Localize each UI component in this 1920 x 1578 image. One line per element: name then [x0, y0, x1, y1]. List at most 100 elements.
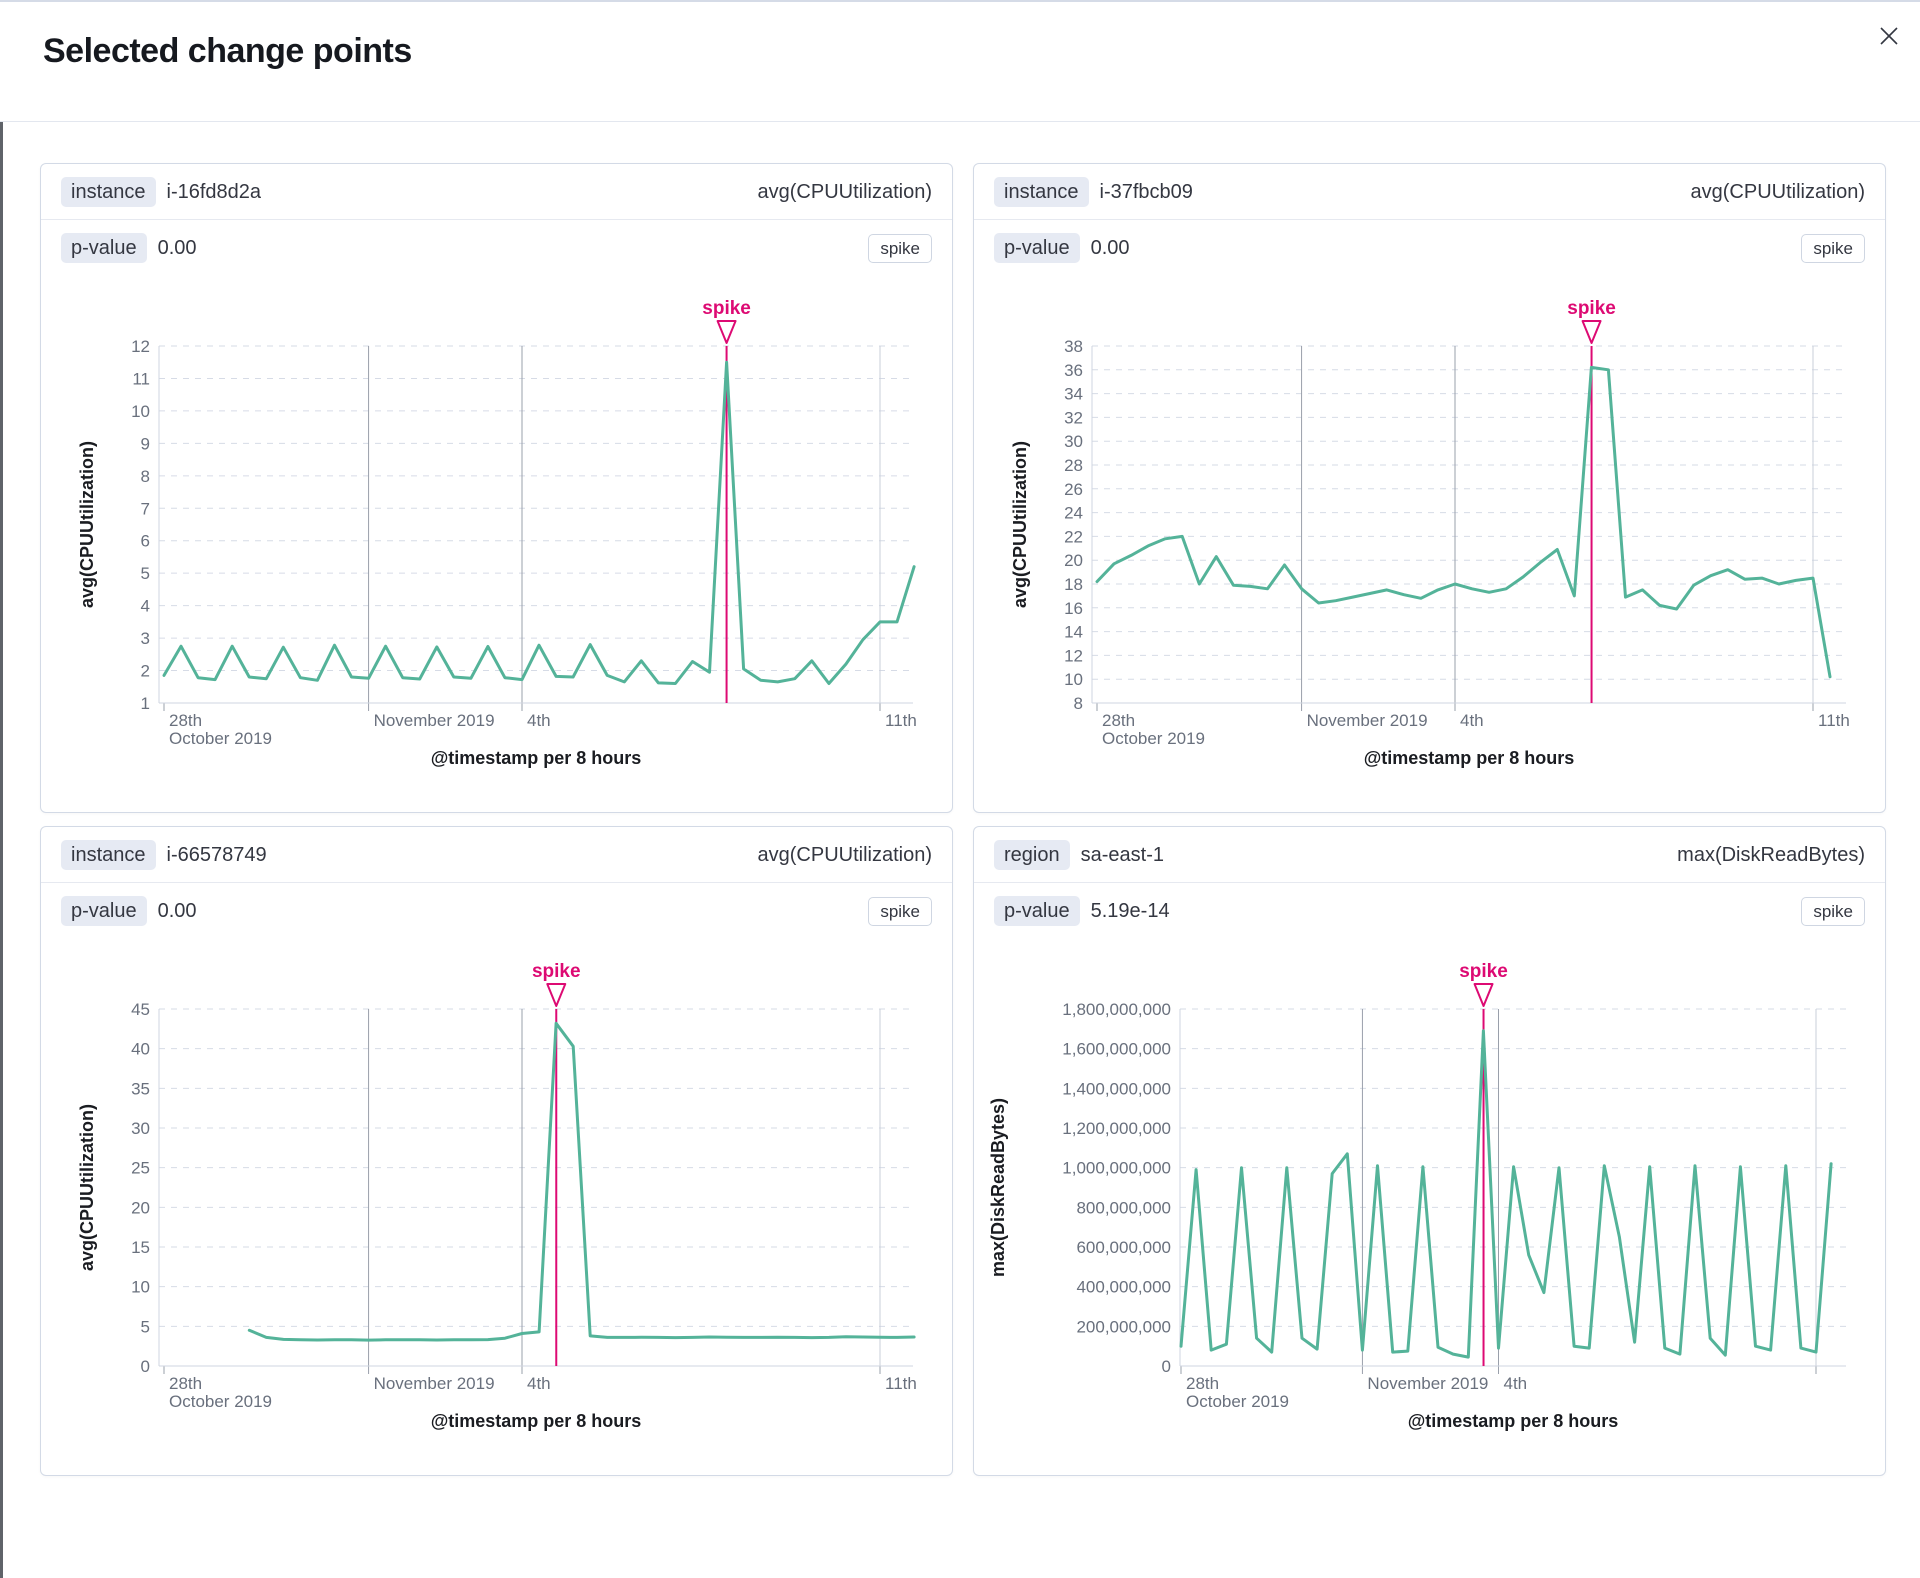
spike-type-chip: spike	[1801, 896, 1865, 926]
pvalue-value: 0.00	[157, 236, 197, 259]
spike-annotation-marker	[546, 983, 567, 1007]
modal-title: Selected change points	[43, 32, 412, 70]
x-axis-title: @timestamp per 8 hours	[1408, 1411, 1619, 1431]
pvalue-value: 0.00	[1090, 236, 1130, 259]
field-badge: instance	[994, 177, 1089, 207]
spike-annotation-marker	[1473, 983, 1494, 1007]
svg-text:36: 36	[1064, 361, 1083, 380]
svg-text:30: 30	[1064, 432, 1083, 451]
metric-label: avg(CPUUtilization)	[757, 180, 933, 203]
svg-text:32: 32	[1064, 408, 1083, 427]
svg-text:20: 20	[131, 1198, 150, 1217]
svg-text:8: 8	[1074, 694, 1083, 713]
svg-text:October 2019: October 2019	[1186, 1392, 1289, 1411]
svg-text:9: 9	[141, 434, 150, 453]
svg-text:1,600,000,000: 1,600,000,000	[1062, 1040, 1171, 1059]
spike-type-chip: spike	[1801, 233, 1865, 263]
svg-text:5: 5	[141, 564, 150, 583]
pvalue-badge: p-value	[994, 233, 1080, 263]
card-divider	[974, 219, 1885, 220]
field-value: i-37fbcb09	[1099, 180, 1193, 203]
svg-text:24: 24	[1064, 504, 1083, 523]
svg-text:18: 18	[1064, 575, 1083, 594]
y-axis-title: avg(CPUUtilization)	[1010, 441, 1030, 608]
svg-text:30: 30	[131, 1119, 150, 1138]
svg-text:7: 7	[141, 499, 150, 518]
svg-text:October 2019: October 2019	[1102, 729, 1205, 748]
svg-text:28: 28	[1064, 456, 1083, 475]
change-point-card-3: region sa-east-1 max(DiskReadBytes) p-va…	[973, 826, 1886, 1476]
card-header-row: instance i-16fd8d2a avg(CPUUtilization)	[41, 164, 952, 219]
axis-lines	[1179, 1009, 1846, 1374]
change-point-card-1: instance i-37fbcb09 avg(CPUUtilization) …	[973, 163, 1886, 813]
svg-text:35: 35	[131, 1079, 150, 1098]
svg-text:1,400,000,000: 1,400,000,000	[1062, 1079, 1171, 1098]
change-point-card-2: instance i-66578749 avg(CPUUtilization) …	[40, 826, 953, 1476]
card-header-row: instance i-37fbcb09 avg(CPUUtilization)	[974, 164, 1885, 219]
card-header-row: region sa-east-1 max(DiskReadBytes)	[974, 827, 1885, 882]
svg-text:1,800,000,000: 1,800,000,000	[1062, 1000, 1171, 1019]
spike-type-chip: spike	[868, 233, 932, 263]
svg-text:10: 10	[131, 1278, 150, 1297]
grid-lines	[1092, 345, 1846, 703]
svg-text:12: 12	[1064, 646, 1083, 665]
field-badge: instance	[61, 177, 156, 207]
x-axis-title: @timestamp per 8 hours	[431, 748, 642, 768]
svg-text:10: 10	[131, 402, 150, 421]
card-pvalue-row: p-value 0.00 spike	[974, 220, 1885, 275]
spike-annotation-marker	[716, 320, 737, 344]
svg-text:5: 5	[141, 1317, 150, 1336]
grid-lines	[159, 1008, 913, 1366]
close-button[interactable]	[1870, 17, 1908, 55]
pvalue-badge: p-value	[61, 896, 147, 926]
svg-text:3: 3	[141, 629, 150, 648]
field-value: i-16fd8d2a	[166, 180, 262, 203]
grid-lines	[159, 345, 913, 703]
svg-text:4th: 4th	[1460, 711, 1484, 730]
svg-text:11th: 11th	[885, 711, 917, 730]
svg-text:November 2019: November 2019	[374, 711, 495, 730]
card-divider	[41, 882, 952, 883]
svg-text:11: 11	[132, 369, 150, 388]
card-pvalue-row: p-value 0.00 spike	[41, 883, 952, 938]
svg-text:2: 2	[141, 662, 150, 681]
background-page-edge	[0, 42, 3, 1578]
svg-text:1,200,000,000: 1,200,000,000	[1062, 1119, 1171, 1138]
svg-text:12: 12	[131, 337, 150, 356]
svg-text:800,000,000: 800,000,000	[1076, 1198, 1171, 1217]
svg-text:16: 16	[1064, 599, 1083, 618]
metric-label: avg(CPUUtilization)	[757, 843, 933, 866]
close-icon	[1880, 27, 1898, 45]
pvalue-value: 5.19e-14	[1090, 899, 1170, 922]
svg-text:0: 0	[1162, 1357, 1171, 1376]
y-axis-title: avg(CPUUtilization)	[77, 441, 97, 608]
svg-text:26: 26	[1064, 480, 1083, 499]
svg-text:1: 1	[141, 694, 150, 713]
card-pvalue-row: p-value 5.19e-14 spike	[974, 883, 1885, 938]
card-header-row: instance i-66578749 avg(CPUUtilization)	[41, 827, 952, 882]
axis-labels: 0 200,000,000 400,000,000 600,000,000 800,00…	[988, 1000, 1618, 1431]
spike-annotation-marker	[1581, 320, 1602, 344]
page-top-edge	[0, 0, 1920, 2]
svg-text:14: 14	[1064, 623, 1083, 642]
svg-text:1,000,000,000: 1,000,000,000	[1062, 1159, 1171, 1178]
svg-text:4th: 4th	[527, 711, 551, 730]
svg-text:October 2019: October 2019	[169, 1392, 272, 1411]
card-divider	[974, 882, 1885, 883]
svg-text:4th: 4th	[1504, 1374, 1528, 1393]
svg-text:4th: 4th	[527, 1374, 551, 1393]
y-axis-title: max(DiskReadBytes)	[988, 1098, 1008, 1277]
y-axis-title: avg(CPUUtilization)	[77, 1104, 97, 1271]
svg-text:40: 40	[131, 1040, 150, 1059]
spike-annotation-label: spike	[702, 298, 751, 319]
spike-type-chip: spike	[868, 896, 932, 926]
svg-text:0: 0	[141, 1357, 150, 1376]
svg-text:November 2019: November 2019	[1307, 711, 1428, 730]
card-pvalue-row: p-value 0.00 spike	[41, 220, 952, 275]
axis-lines	[158, 346, 913, 711]
svg-text:25: 25	[131, 1159, 150, 1178]
svg-text:22: 22	[1064, 527, 1083, 546]
pvalue-badge: p-value	[994, 896, 1080, 926]
svg-text:11th: 11th	[885, 1374, 917, 1393]
